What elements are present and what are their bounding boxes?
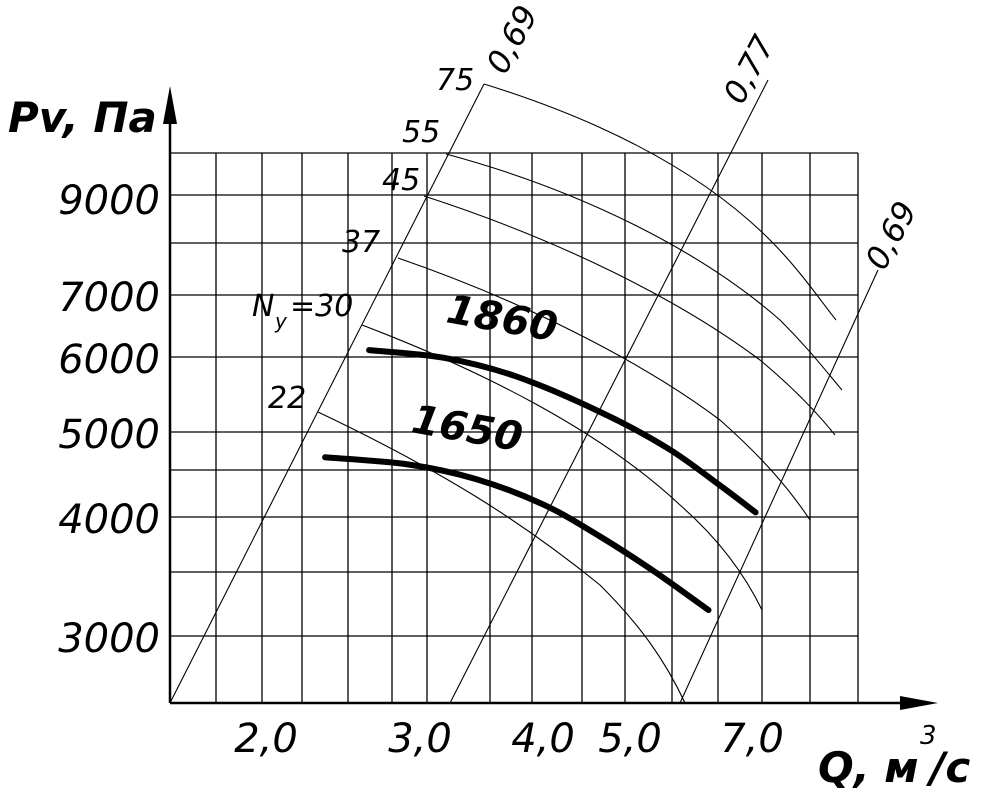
- y-tick-label: 5000: [58, 412, 160, 458]
- grid: [170, 152, 859, 703]
- power-label: =30: [290, 289, 353, 324]
- x-axis-title: Q, м 3 /с: [818, 721, 970, 792]
- x-tick-label: 7,0: [720, 716, 784, 762]
- x-axis-title-main: Q, м: [818, 743, 919, 792]
- y-tick-label: 4000: [58, 497, 160, 543]
- power-label: 75: [436, 63, 474, 98]
- y-tick-label: 3000: [58, 616, 160, 662]
- power-curve-22: [317, 411, 686, 704]
- power-prefix-label: N: [252, 289, 274, 324]
- y-tick-label: 9000: [58, 178, 160, 224]
- speed-curve-0: [366, 347, 759, 516]
- x-axis-arrow: [900, 696, 938, 710]
- efficiency-line-069-right: [679, 269, 879, 704]
- speed-curve-1: [322, 454, 712, 614]
- x-tick-label: 4,0: [511, 716, 575, 762]
- y-tick-label: 6000: [58, 337, 160, 383]
- power-label: 37: [342, 225, 380, 260]
- y-axis-title: Pv, Па: [8, 93, 157, 142]
- efficiency-label: 0,69: [479, 0, 546, 80]
- efficiency-line-077: [449, 79, 769, 704]
- x-axis-title-tail: /с: [925, 743, 970, 792]
- power-curve-75: [483, 83, 837, 321]
- y-tick-labels: 9000 7000 6000 5000 4000 3000: [58, 178, 160, 662]
- power-label: 55: [402, 115, 440, 150]
- power-curve-45: [423, 195, 836, 436]
- efficiency-label: 0,69: [858, 195, 925, 276]
- x-tick-label: 2,0: [234, 716, 298, 762]
- speed-curves: [322, 347, 759, 614]
- efficiency-lines: [169, 79, 879, 704]
- power-curve-55: [445, 153, 843, 391]
- power-label: 45: [382, 163, 420, 198]
- y-tick-label: 7000: [58, 275, 160, 321]
- series-label: 1860: [443, 287, 561, 352]
- power-label: 22: [268, 381, 306, 416]
- efficiency-line-069-left: [169, 83, 485, 704]
- x-tick-label: 5,0: [598, 716, 662, 762]
- efficiency-label: 0,77: [716, 28, 783, 109]
- x-tick-labels: 2,0 3,0 4,0 5,0 7,0: [234, 716, 784, 762]
- x-tick-label: 3,0: [388, 716, 452, 762]
- axes: [163, 86, 938, 710]
- power-prefix-subscript: у: [274, 309, 288, 333]
- series-label: 1650: [408, 397, 526, 462]
- y-axis-arrow: [163, 86, 177, 124]
- x-axis-title-sup: 3: [920, 721, 937, 751]
- power-curve-37: [397, 257, 811, 521]
